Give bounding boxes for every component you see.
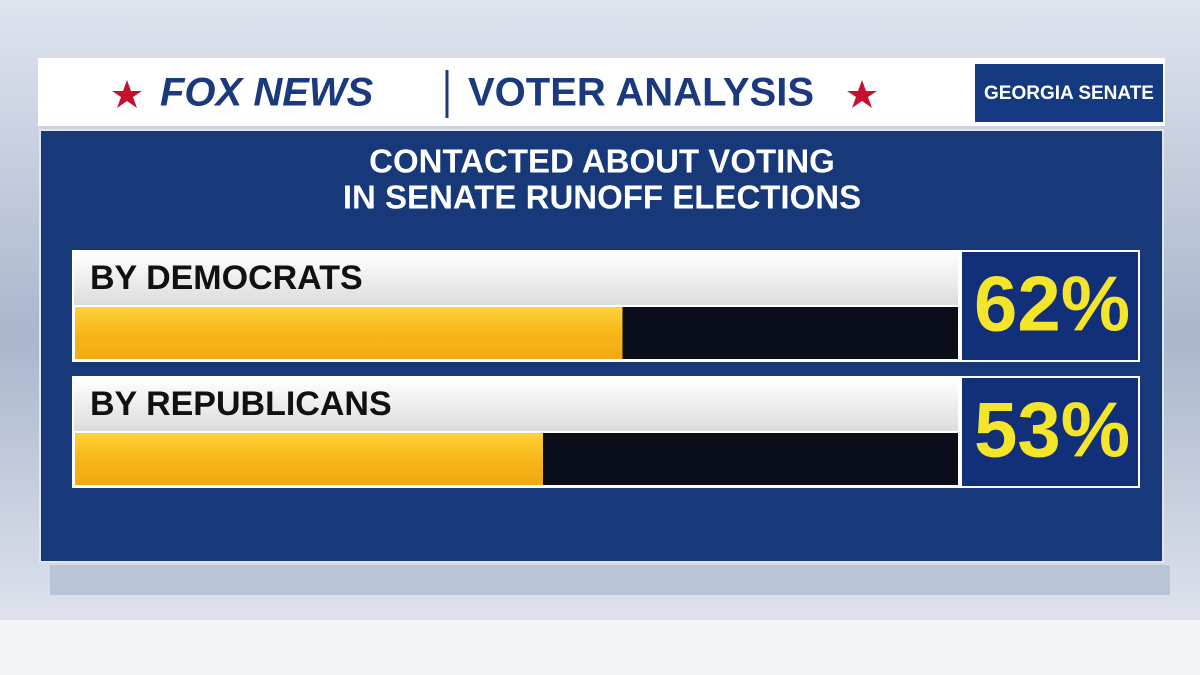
star — [847, 80, 877, 108]
category-label: BY DEMOCRATS — [90, 259, 363, 297]
value-label: 53% — [974, 386, 1130, 474]
section-title: VOTER ANALYSIS — [468, 71, 814, 115]
tag-box — [975, 64, 1163, 122]
category-label: BY REPUBLICANS — [90, 385, 392, 423]
bar — [75, 307, 623, 359]
tag: GEORGIA SENATE — [984, 83, 1154, 104]
panel-shadow — [50, 565, 1170, 595]
chart-title: IN SENATE RUNOFF ELECTIONS — [343, 179, 861, 216]
value-box — [962, 252, 1138, 360]
chart-title: CONTACTED ABOUT VOTING — [369, 143, 835, 180]
bar — [75, 433, 543, 485]
brand: FOX NEWS — [160, 71, 374, 115]
bottom-strip — [0, 620, 1200, 675]
value-label: 62% — [974, 260, 1130, 348]
row-label-bg — [74, 378, 958, 431]
value-box — [962, 378, 1138, 486]
star — [112, 80, 142, 108]
row-label-bg — [74, 252, 958, 305]
